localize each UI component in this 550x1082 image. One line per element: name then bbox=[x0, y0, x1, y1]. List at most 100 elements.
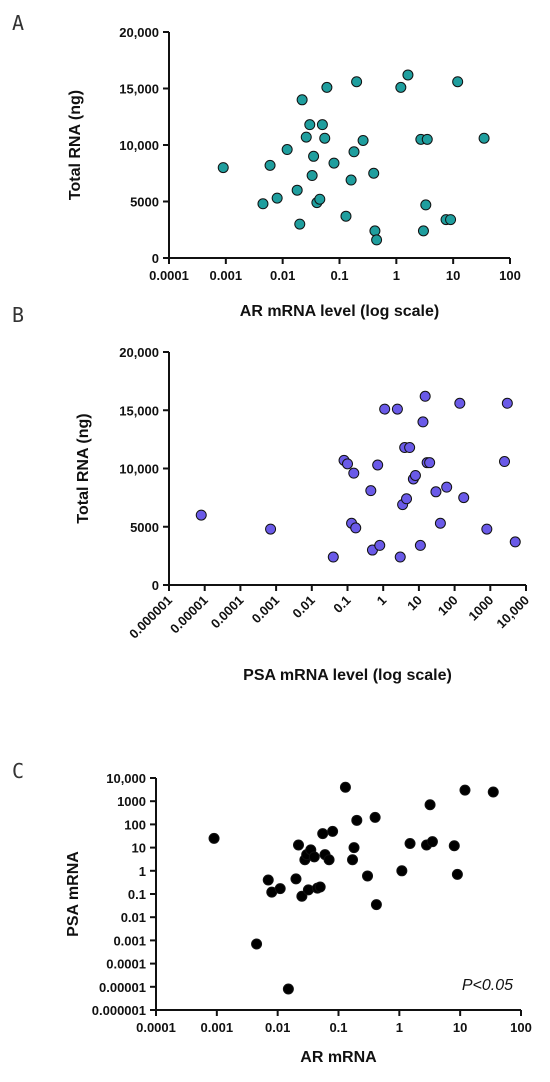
data-point bbox=[424, 457, 436, 469]
x-tick-label: 100 bbox=[499, 268, 521, 283]
data-point bbox=[369, 225, 381, 237]
y-tick-label: 1 bbox=[139, 864, 146, 879]
data-point bbox=[478, 132, 490, 144]
y-tick-label: 10,000 bbox=[119, 462, 159, 477]
data-point bbox=[481, 523, 493, 535]
data-point bbox=[321, 81, 333, 93]
data-point bbox=[345, 174, 357, 186]
x-tick-label: 0.01 bbox=[289, 593, 318, 622]
data-point bbox=[208, 832, 220, 844]
data-point bbox=[306, 170, 318, 182]
x-tick-label: 10,000 bbox=[493, 593, 532, 632]
data-point bbox=[294, 218, 306, 230]
data-point bbox=[296, 94, 308, 106]
data-point bbox=[379, 403, 391, 415]
data-point bbox=[487, 786, 499, 798]
data-point bbox=[417, 225, 429, 237]
x-tick-label: 0.001 bbox=[201, 1020, 234, 1035]
data-point bbox=[348, 146, 360, 158]
y-tick-label: 0.1 bbox=[128, 887, 146, 902]
y-tick-label: 0.001 bbox=[113, 933, 146, 948]
data-point bbox=[265, 523, 277, 535]
data-point bbox=[274, 883, 286, 895]
panel-letter-b: B bbox=[12, 303, 24, 327]
data-point bbox=[424, 799, 436, 811]
data-point bbox=[296, 890, 308, 902]
data-point bbox=[351, 76, 363, 88]
data-point bbox=[319, 132, 331, 144]
data-point bbox=[281, 144, 293, 156]
data-point bbox=[328, 157, 340, 169]
y-tick-label: 10 bbox=[132, 841, 146, 856]
data-point bbox=[282, 983, 294, 995]
data-point bbox=[452, 76, 464, 88]
data-point bbox=[402, 69, 414, 81]
data-point bbox=[348, 842, 360, 854]
y-tick-label: 20,000 bbox=[119, 345, 159, 360]
data-point bbox=[371, 234, 383, 246]
data-point bbox=[327, 551, 339, 563]
data-point bbox=[391, 403, 403, 415]
x-tick-label: 100 bbox=[510, 1020, 532, 1035]
y-tick-label: 0.00001 bbox=[99, 980, 146, 995]
data-point bbox=[304, 119, 316, 131]
x-tick-label: 0.001 bbox=[210, 268, 243, 283]
data-point bbox=[339, 781, 351, 793]
y-tick-label: 0.0001 bbox=[106, 957, 146, 972]
data-point bbox=[394, 551, 406, 563]
data-point bbox=[217, 162, 229, 174]
data-point bbox=[348, 467, 360, 479]
data-point bbox=[264, 159, 276, 171]
x-axis-title: AR mRNA bbox=[300, 1049, 377, 1066]
data-point bbox=[317, 828, 329, 840]
data-point bbox=[314, 881, 326, 893]
data-point bbox=[430, 486, 442, 498]
data-point bbox=[327, 825, 339, 837]
data-point bbox=[351, 814, 363, 826]
y-axis-title: PSA mRNA bbox=[65, 851, 82, 937]
data-point bbox=[257, 198, 269, 210]
x-tick-label: 0.0001 bbox=[136, 1020, 176, 1035]
data-point bbox=[458, 492, 470, 504]
data-point bbox=[420, 199, 432, 211]
x-tick-label: 10 bbox=[404, 593, 425, 614]
y-tick-label: 5000 bbox=[130, 195, 159, 210]
x-tick-label: 0.01 bbox=[270, 268, 295, 283]
data-point bbox=[417, 416, 429, 428]
data-point bbox=[454, 397, 466, 409]
y-tick-label: 0.000001 bbox=[92, 1003, 146, 1018]
data-point bbox=[509, 536, 521, 548]
data-point bbox=[396, 865, 408, 877]
y-tick-label: 0 bbox=[152, 251, 159, 266]
y-axis-title: Total RNA (ng) bbox=[67, 90, 84, 200]
data-point bbox=[451, 868, 463, 880]
data-point bbox=[314, 193, 326, 205]
data-point bbox=[372, 459, 384, 471]
x-axis-title: PSA mRNA level (log scale) bbox=[243, 667, 452, 684]
data-point bbox=[409, 469, 421, 481]
x-axis-title: AR mRNA level (log scale) bbox=[240, 303, 439, 320]
data-point bbox=[195, 509, 207, 521]
x-tick-label: 0.000001 bbox=[126, 593, 175, 642]
data-point bbox=[365, 485, 377, 497]
data-point bbox=[251, 938, 263, 950]
data-point bbox=[300, 131, 312, 143]
y-tick-label: 15,000 bbox=[119, 82, 159, 97]
data-point bbox=[262, 874, 274, 886]
data-point bbox=[426, 836, 438, 848]
y-tick-label: 10,000 bbox=[119, 138, 159, 153]
x-tick-label: 100 bbox=[435, 593, 461, 619]
x-tick-label: 0.00001 bbox=[167, 593, 211, 637]
x-tick-label: 0.1 bbox=[330, 593, 353, 616]
x-tick-label: 0.0001 bbox=[208, 593, 247, 632]
data-point bbox=[308, 851, 320, 863]
y-tick-label: 10,000 bbox=[106, 771, 146, 786]
x-tick-label: 1 bbox=[393, 268, 400, 283]
data-point bbox=[395, 81, 407, 93]
data-point bbox=[292, 839, 304, 851]
y-tick-label: 5000 bbox=[130, 520, 159, 535]
data-point bbox=[271, 192, 283, 204]
data-point bbox=[347, 854, 359, 866]
data-point bbox=[362, 870, 374, 882]
